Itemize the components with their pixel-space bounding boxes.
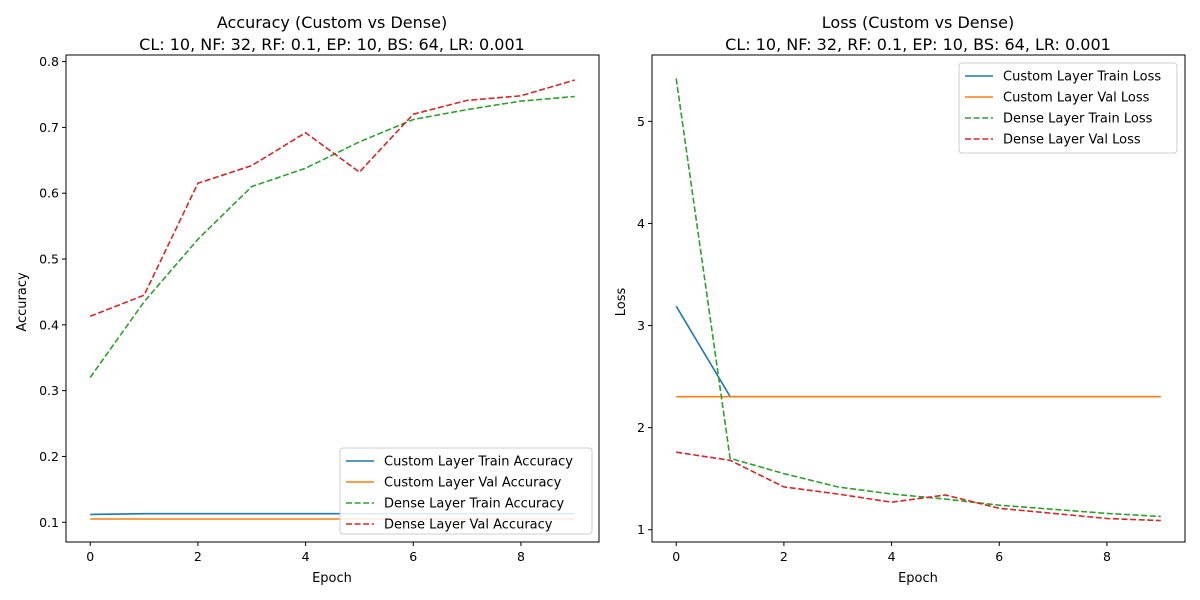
loss-y-tick-label-3: 4 — [637, 216, 645, 231]
accuracy-legend-label-1: Custom Layer Val Accuracy — [384, 476, 562, 491]
accuracy-x-tick-label-1: 2 — [194, 549, 202, 564]
loss-y-tick-label-2: 3 — [637, 318, 645, 333]
loss-legend-label-2: Dense Layer Train Loss — [1003, 112, 1153, 127]
accuracy-x-tick-label-2: 4 — [302, 549, 310, 564]
accuracy-legend-label-2: Dense Layer Train Accuracy — [384, 497, 565, 512]
loss-x-tick-label-1: 2 — [780, 549, 788, 564]
accuracy-axis-ticks: 0 2 4 6 8 0.1 0.2 0.3 0.4 0.5 0.6 0.7 0.8 — [39, 54, 525, 564]
loss-legend: Custom Layer Train Loss Custom Layer Val … — [958, 62, 1178, 154]
accuracy-plot-frame — [65, 54, 600, 543]
accuracy-y-tick-label-6: 0.7 — [39, 120, 59, 135]
accuracy-y-tick-label-4: 0.5 — [39, 252, 59, 267]
loss-series-lines — [675, 78, 1161, 522]
loss-plot-frame — [651, 54, 1186, 543]
loss-x-tick-label-3: 6 — [995, 549, 1003, 564]
accuracy-y-axis-label: Accuracy — [15, 272, 30, 332]
loss-y-tick-label-0: 1 — [637, 522, 645, 537]
loss-x-tick-label-4: 8 — [1103, 549, 1111, 564]
accuracy-x-tick-label-4: 8 — [517, 549, 525, 564]
loss-series-line-2 — [675, 78, 1161, 518]
loss-y-axis-label: Loss — [614, 288, 629, 317]
accuracy-chart-subtitle: CL: 10, NF: 32, RF: 0.1, EP: 10, BS: 64,… — [139, 35, 525, 54]
accuracy-series-line-3 — [89, 79, 576, 318]
accuracy-legend: Custom Layer Train Accuracy Custom Layer … — [339, 447, 593, 535]
loss-y-tick-label-4: 5 — [637, 114, 645, 129]
accuracy-chart-title: Accuracy (Custom vs Dense) — [217, 13, 447, 32]
loss-legend-label-1: Custom Layer Val Loss — [1003, 91, 1150, 106]
loss-axis-ticks: 0 2 4 6 8 1 2 3 4 5 — [637, 114, 1111, 564]
loss-chart: Loss (Custom vs Dense) CL: 10, NF: 32, R… — [614, 13, 1186, 586]
loss-x-tick-label-2: 4 — [888, 549, 896, 564]
accuracy-legend-label-0: Custom Layer Train Accuracy — [384, 455, 573, 470]
loss-chart-subtitle: CL: 10, NF: 32, RF: 0.1, EP: 10, BS: 64,… — [725, 35, 1111, 54]
accuracy-x-axis-label: Epoch — [312, 571, 352, 586]
accuracy-y-tick-label-2: 0.3 — [39, 383, 59, 398]
loss-y-tick-label-1: 2 — [637, 420, 645, 435]
loss-chart-title: Loss (Custom vs Dense) — [822, 13, 1014, 32]
accuracy-x-tick-label-3: 6 — [409, 549, 417, 564]
accuracy-chart: Accuracy (Custom vs Dense) CL: 10, NF: 3… — [15, 13, 600, 586]
accuracy-y-tick-label-5: 0.6 — [39, 186, 59, 201]
accuracy-y-tick-label-1: 0.2 — [39, 449, 59, 464]
loss-legend-label-0: Custom Layer Train Loss — [1003, 70, 1161, 85]
loss-series-line-3 — [676, 451, 1161, 522]
accuracy-y-tick-label-3: 0.4 — [39, 317, 59, 332]
loss-legend-label-3: Dense Layer Val Loss — [1003, 133, 1141, 148]
accuracy-x-tick-label-0: 0 — [86, 549, 94, 564]
accuracy-legend-label-3: Dense Layer Val Accuracy — [384, 518, 553, 533]
accuracy-series-line-2 — [89, 95, 575, 378]
accuracy-y-tick-label-0: 0.1 — [39, 515, 59, 530]
accuracy-y-tick-label-7: 0.8 — [39, 54, 59, 69]
loss-x-axis-label: Epoch — [898, 571, 938, 586]
loss-series-line-0 — [675, 305, 1161, 398]
loss-legend-box — [958, 62, 1178, 154]
loss-x-tick-label-0: 0 — [672, 549, 680, 564]
accuracy-legend-box — [339, 447, 593, 535]
